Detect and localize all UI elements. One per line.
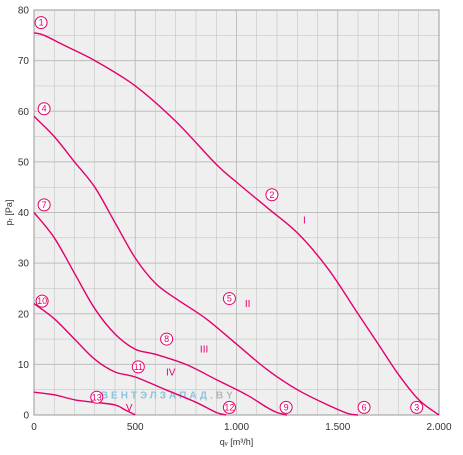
annotation-circle — [410, 400, 424, 414]
x-tick-label: 1.500 — [325, 422, 350, 433]
watermark-suffix: .BY — [210, 390, 236, 401]
annotation-label: 4 — [42, 104, 47, 114]
curve-i — [33, 32, 440, 416]
curve-iv — [33, 303, 227, 416]
annotation-circle — [160, 332, 174, 346]
annotation-label: 11 — [134, 362, 143, 372]
annotation-label: 9 — [284, 402, 289, 412]
y-tick-label: 40 — [18, 208, 30, 219]
annotation-marker: 4 — [37, 102, 51, 116]
x-tick-label: 0 — [31, 422, 37, 433]
annotation-label: 1 — [39, 18, 44, 28]
annotation-circle — [34, 16, 48, 30]
annotation-circle — [357, 400, 371, 414]
annotation-circle — [131, 360, 145, 374]
y-tick-label: 50 — [18, 157, 30, 168]
annotation-marker: 6 — [357, 400, 371, 414]
y-tick-label: 70 — [18, 56, 30, 67]
annotation-marker: 8 — [160, 332, 174, 346]
annotation-circle — [37, 102, 51, 116]
annotation-label: 10 — [37, 296, 47, 306]
annotation-marker: 12 — [222, 400, 236, 414]
y-tick-label: 0 — [23, 411, 29, 422]
annotation-circle — [222, 400, 236, 414]
y-tick-label: 20 — [18, 309, 30, 320]
annotation-marker: 9 — [279, 400, 293, 414]
watermark-text: ВЕНТЭЛЗАПАД — [101, 390, 210, 401]
annotation-circle — [222, 292, 236, 306]
annotation-label: 13 — [92, 392, 102, 402]
watermark: ВЕНТЭЛЗАПАД .BY — [101, 390, 236, 401]
curve-label: III — [200, 345, 208, 356]
x-tick-label: 2.000 — [426, 422, 451, 433]
annotation-marker: 3 — [410, 400, 424, 414]
y-tick-label: 80 — [18, 6, 30, 17]
y-axis-label: pᵣ [Pa] — [4, 200, 14, 226]
annotation-marker: 5 — [222, 292, 236, 306]
annotation-label: 2 — [269, 190, 274, 200]
annotation-label: 3 — [414, 402, 419, 412]
annotation-label: 7 — [42, 200, 47, 210]
y-tick-label: 10 — [18, 360, 30, 371]
annotation-circle — [35, 294, 49, 308]
curve-label: V — [126, 403, 133, 414]
annotation-marker: 2 — [265, 188, 279, 202]
curve-iii — [33, 212, 288, 416]
annotation-marker: 11 — [131, 360, 145, 374]
annotation-label: 12 — [224, 402, 234, 412]
annotation-marker: 10 — [35, 294, 49, 308]
ticks: 0 10 20 30 40 50 60 70 80 0 500 1.000 1.500 2.000 — [18, 6, 452, 434]
annotation-circle — [37, 198, 51, 212]
annotation-marker: 13 — [90, 390, 104, 404]
curve-label: II — [245, 299, 251, 310]
x-tick-label: 1.000 — [224, 422, 249, 433]
annotation-circle — [90, 390, 104, 404]
annotation-circle — [279, 400, 293, 414]
curve-label: IV — [166, 367, 176, 378]
annotation-label: 8 — [164, 334, 169, 344]
annotation-marker: 1 — [34, 16, 48, 30]
annotation-label: 6 — [362, 402, 367, 412]
x-tick-label: 500 — [127, 422, 144, 433]
curve-ii — [33, 115, 359, 416]
annotation-label: 5 — [227, 294, 232, 304]
annotation-marker: 7 — [37, 198, 51, 212]
annotation-circle — [265, 188, 279, 202]
x-axis-label: qᵥ [m³/h] — [220, 437, 253, 447]
y-tick-label: 30 — [18, 259, 30, 270]
grid — [33, 9, 440, 416]
curve-label: I — [303, 216, 306, 227]
y-tick-label: 60 — [18, 107, 30, 118]
